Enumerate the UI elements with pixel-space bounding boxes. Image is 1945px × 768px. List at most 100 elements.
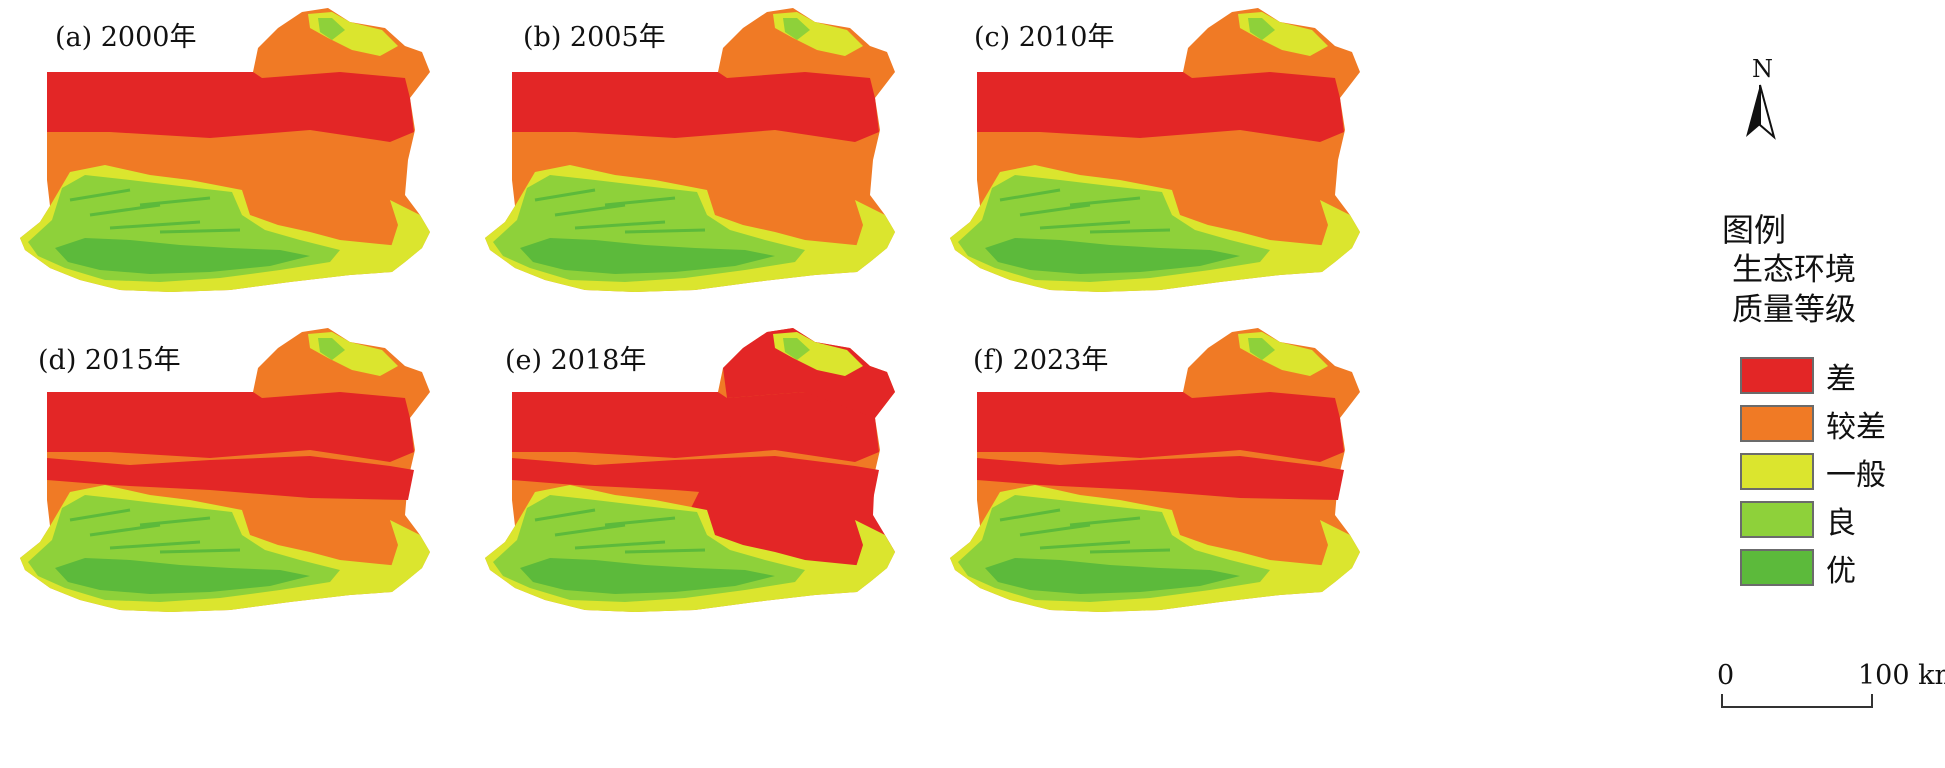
map-panel-f-streak-3 <box>1069 516 1141 527</box>
map-panel-d-streak-3 <box>139 516 211 527</box>
map-panel-d-region-1 <box>47 392 414 462</box>
legend-swatch-poor <box>1740 357 1814 394</box>
map-panel-f-region-4 <box>1248 338 1275 360</box>
panel-label-f: (f) 2023年 <box>973 345 1109 376</box>
map-panel-a-streak-4 <box>159 228 241 234</box>
north-arrow: N <box>1730 55 1790 145</box>
map-panel-d-streak-1 <box>89 523 161 537</box>
map-panel-a-region-7 <box>390 200 430 262</box>
legend-item-excellent: 优 <box>1722 548 1922 589</box>
map-panel-a-graphic <box>20 8 430 292</box>
map-panel-b-graphic <box>485 8 895 292</box>
map-panel-c-streak-0 <box>999 188 1061 202</box>
north-arrow-label: N <box>1752 55 1773 83</box>
map-panel-f-streak-4 <box>1089 548 1171 554</box>
map-panel-f-region-2 <box>977 456 1344 500</box>
panel-label-d: (d) 2015年 <box>38 345 181 376</box>
map-panel-e-streak-0 <box>534 508 596 522</box>
legend-label-fairly-poor: 较差 <box>1826 409 1886 445</box>
map-panel-a-region-1 <box>47 72 414 142</box>
map-panel-d-region-8 <box>390 520 430 582</box>
legend-label-poor: 差 <box>1826 361 1856 397</box>
map-panel-e-region-1 <box>512 392 879 462</box>
scale-bar: 0 100 km <box>1710 652 1945 712</box>
panel-label-c: (c) 2010年 <box>974 22 1115 53</box>
map-panel-e: (e) 2018年 <box>475 320 1075 688</box>
map-panel-e-graphic <box>485 328 895 612</box>
map-panel-d-region-2 <box>47 456 414 500</box>
map-panel-f-graphic <box>950 328 1360 612</box>
map-panel-d-streak-4 <box>159 548 241 554</box>
map-panel-c-region-7 <box>1320 200 1360 262</box>
legend-item-fairly-poor: 较差 <box>1722 404 1922 445</box>
scale-bar-line <box>1721 694 1873 708</box>
map-panel-a-streak-3 <box>139 196 211 207</box>
legend-swatch-excellent <box>1740 549 1814 586</box>
map-panel-b-region-1 <box>512 72 879 142</box>
map-panel-f-streak-0 <box>999 508 1061 522</box>
map-panel-e-region-9 <box>520 558 775 594</box>
map-panel-b-region-3 <box>783 18 810 40</box>
map-panel-f: (f) 2023年 <box>940 320 1540 688</box>
legend-subtitle-line1: 生态环境 <box>1732 252 1856 288</box>
map-panel-c-streak-3 <box>1069 196 1141 207</box>
map-panel-f-streak-1 <box>1019 523 1091 537</box>
map-panel-e-region-10 <box>855 520 895 582</box>
map-panel-c-streak-4 <box>1089 228 1171 234</box>
map-panel-d-region-7 <box>55 558 310 594</box>
legend-swatch-good <box>1740 501 1814 538</box>
map-panel-d: (d) 2015年 <box>10 320 610 688</box>
map-panel-e-region-6 <box>783 338 810 360</box>
legend-subtitle-line2: 质量等级 <box>1732 292 1856 328</box>
scale-end-label: 100 km <box>1858 660 1945 691</box>
map-panel-c-streak-1 <box>1019 203 1091 217</box>
map-panel-f-region-8 <box>1320 520 1360 582</box>
map-panel-e-streak-1 <box>554 523 626 537</box>
legend-title: 图例 <box>1722 211 1787 249</box>
legend-swatch-fairly-poor <box>1740 405 1814 442</box>
map-panel-c-graphic <box>950 8 1360 292</box>
map-panel-d-region-4 <box>318 338 345 360</box>
map-panel-c: (c) 2010年 <box>940 0 1540 368</box>
legend-item-moderate: 一般 <box>1722 452 1922 493</box>
map-panel-e-streak-4 <box>624 548 706 554</box>
map-panel-a-region-3 <box>318 18 345 40</box>
map-panel-c-region-3 <box>1248 18 1275 40</box>
north-arrow-icon: N <box>1746 55 1776 140</box>
map-panel-b-streak-3 <box>604 196 676 207</box>
map-panel-f-region-1 <box>977 392 1344 462</box>
map-panel-b-streak-0 <box>534 188 596 202</box>
map-panel-a-streak-2 <box>109 220 201 230</box>
map-panel-a-region-6 <box>55 238 310 274</box>
map-panel-a-streak-0 <box>69 188 131 202</box>
legend-item-good: 良 <box>1722 500 1922 541</box>
map-panel-b-streak-4 <box>624 228 706 234</box>
panel-label-a: (a) 2000年 <box>55 22 197 53</box>
legend-items: 差 较差 一般 良 优 <box>1722 356 1922 589</box>
legend: 图例 生态环境 质量等级 差 较差 一般 良 优 <box>1722 210 1922 596</box>
panel-label-b: (b) 2005年 <box>523 22 666 53</box>
map-panel-b-region-7 <box>855 200 895 262</box>
map-panel-e-streak-2 <box>574 540 666 550</box>
map-panel-c-region-6 <box>985 238 1240 274</box>
panel-label-e: (e) 2018年 <box>505 345 647 376</box>
map-panel-e-region-4 <box>723 328 895 418</box>
legend-item-poor: 差 <box>1722 356 1922 397</box>
map-panel-a-streak-1 <box>89 203 161 217</box>
map-panel-c-region-1 <box>977 72 1344 142</box>
map-panel-b-streak-1 <box>554 203 626 217</box>
legend-label-moderate: 一般 <box>1826 457 1886 493</box>
map-panel-b-streak-2 <box>574 220 666 230</box>
map-panel-a: (a) 2000年 <box>10 0 610 368</box>
map-panel-f-streak-2 <box>1039 540 1131 550</box>
map-panel-d-streak-0 <box>69 508 131 522</box>
map-panel-c-streak-2 <box>1039 220 1131 230</box>
map-panel-b: (b) 2005年 <box>475 0 1075 368</box>
map-panel-d-streak-2 <box>109 540 201 550</box>
legend-swatch-moderate <box>1740 453 1814 490</box>
scale-start-label: 0 <box>1717 660 1735 691</box>
map-panel-e-streak-3 <box>604 516 676 527</box>
legend-label-excellent: 优 <box>1826 553 1856 589</box>
legend-label-good: 良 <box>1826 505 1856 541</box>
